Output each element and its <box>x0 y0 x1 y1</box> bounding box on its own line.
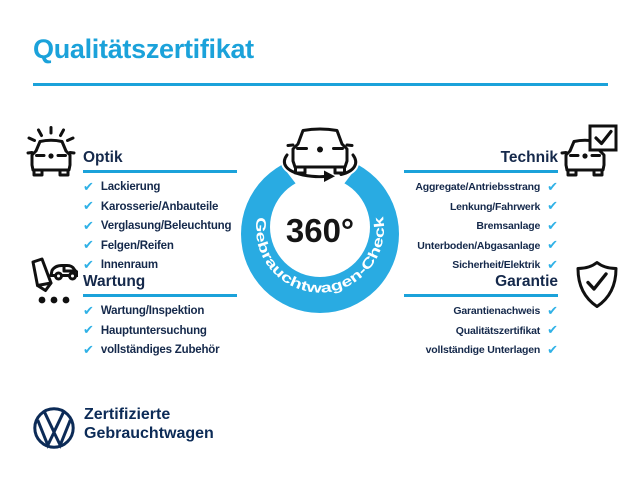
checklist-item: Aggregate/Antriebsstrang ✔ <box>404 178 558 198</box>
section-divider <box>404 294 558 297</box>
vw-logo-icon <box>33 407 75 449</box>
checklist-item-label: vollständiges Zubehör <box>100 344 220 357</box>
check-icon: ✔ <box>83 237 94 253</box>
check-icon: ✔ <box>83 256 94 272</box>
shield-check-icon <box>576 261 618 308</box>
checklist-item: ✔ Karosserie/Anbauteile <box>83 197 237 217</box>
checklist: ✔ Lackierung ✔ Karosserie/Anbauteile ✔ Verg… <box>83 178 237 276</box>
car-checkbox-icon <box>560 124 618 177</box>
checklist-item-label: Lenkung/Fahrwerk <box>449 200 541 213</box>
header-divider <box>33 83 608 86</box>
checklist-item: ✔ vollständiges Zubehör <box>83 341 237 361</box>
pencil-checklist-car-icon <box>31 257 78 304</box>
section-title: Wartung <box>83 273 146 290</box>
check-icon: ✔ <box>83 178 94 194</box>
section-divider <box>83 170 237 173</box>
checklist-item-label: Verglasung/Beleuchtung <box>100 220 232 233</box>
car-360-rotation-icon <box>280 127 360 182</box>
checklist-item-label: Qualitätszertifikat <box>455 324 541 337</box>
checklist-item-label: vollständige Unterlagen <box>425 344 541 357</box>
page-title: Qualitätszertifikat <box>33 34 254 64</box>
checklist-item-label: Karosserie/Anbauteile <box>100 200 219 213</box>
section-divider <box>404 170 558 173</box>
check-icon: ✔ <box>83 302 94 318</box>
checklist: ✔ Wartung/Inspektion ✔ Hauptuntersuchung ✔… <box>83 302 237 361</box>
checklist-item-label: Innenraum <box>100 259 158 272</box>
checklist-item-label: Wartung/Inspektion <box>100 305 205 318</box>
checklist-item: ✔ Felgen/Reifen <box>83 236 237 256</box>
section-divider <box>83 294 237 297</box>
check-icon: ✔ <box>83 341 94 357</box>
checklist-item: Garantienachweis ✔ <box>404 302 558 322</box>
brand-line-2: Gebrauchtwagen <box>84 425 214 442</box>
section-title: Optik <box>83 149 123 166</box>
360-check-badge: Gebrauchtwagen-Check 360° <box>241 153 399 313</box>
checklist-item: ✔ Verglasung/Beleuchtung <box>83 217 237 237</box>
check-icon: ✔ <box>83 322 94 338</box>
badge-360-value: 360° <box>286 212 354 249</box>
checklist-item: Sicherheit/Elektrik ✔ <box>404 256 558 276</box>
checklist-item: Unterboden/Abgasanlage ✔ <box>404 236 558 256</box>
check-icon: ✔ <box>83 217 94 233</box>
checklist: Aggregate/Antriebsstrang ✔ Lenkung/Fahrwe… <box>404 178 558 276</box>
checklist-item: ✔ Hauptuntersuchung <box>83 321 237 341</box>
checklist-item-label: Aggregate/Antriebsstrang <box>415 181 541 194</box>
section-wartung: Wartung ✔ Wartung/Inspektion ✔ Hauptunters… <box>83 270 237 360</box>
badge-inner-circle <box>270 177 370 277</box>
checklist-item: vollständige Unterlagen ✔ <box>404 341 558 361</box>
check-icon: ✔ <box>547 237 558 253</box>
check-icon: ✔ <box>547 341 558 357</box>
check-icon: ✔ <box>83 198 94 214</box>
section-title: Garantie <box>495 273 558 290</box>
section-title: Technik <box>500 149 558 166</box>
checklist-item: Lenkung/Fahrwerk ✔ <box>404 197 558 217</box>
checklist-item-label: Unterboden/Abgasanlage <box>417 239 541 252</box>
section-technik: Technik Aggregate/Antriebsstrang ✔ Lenkun… <box>404 146 558 275</box>
checklist-item-label: Hauptuntersuchung <box>100 324 207 337</box>
checklist-item: Qualitätszertifikat ✔ <box>404 321 558 341</box>
check-icon: ✔ <box>547 302 558 318</box>
section-optik: Optik ✔ Lackierung ✔ Karosserie/Anbauteile… <box>83 146 237 275</box>
check-icon: ✔ <box>547 322 558 338</box>
checklist-item-label: Garantienachweis <box>453 305 541 318</box>
checklist-item-label: Bremsanlage <box>476 220 541 233</box>
checklist-item: ✔ Innenraum <box>83 256 237 276</box>
checklist: Garantienachweis ✔ Qualitätszertifikat ✔ v… <box>404 302 558 361</box>
checklist-item: ✔ Wartung/Inspektion <box>83 302 237 322</box>
brand-wordmark: Zertifizierte Gebrauchtwagen <box>84 405 214 443</box>
check-icon: ✔ <box>547 198 558 214</box>
checklist-item-label: Sicherheit/Elektrik <box>452 259 541 272</box>
check-icon: ✔ <box>547 256 558 272</box>
section-garantie: Garantie Garantienachweis ✔ Qualitätszert… <box>404 270 558 360</box>
check-icon: ✔ <box>547 178 558 194</box>
check-icon: ✔ <box>547 217 558 233</box>
checklist-item: Bremsanlage ✔ <box>404 217 558 237</box>
sparkle-car-icon <box>26 126 76 177</box>
brand-line-1: Zertifizierte <box>84 406 171 423</box>
checklist-item-label: Felgen/Reifen <box>100 239 174 252</box>
checklist-item: ✔ Lackierung <box>83 178 237 198</box>
checklist-item-label: Lackierung <box>100 181 161 194</box>
